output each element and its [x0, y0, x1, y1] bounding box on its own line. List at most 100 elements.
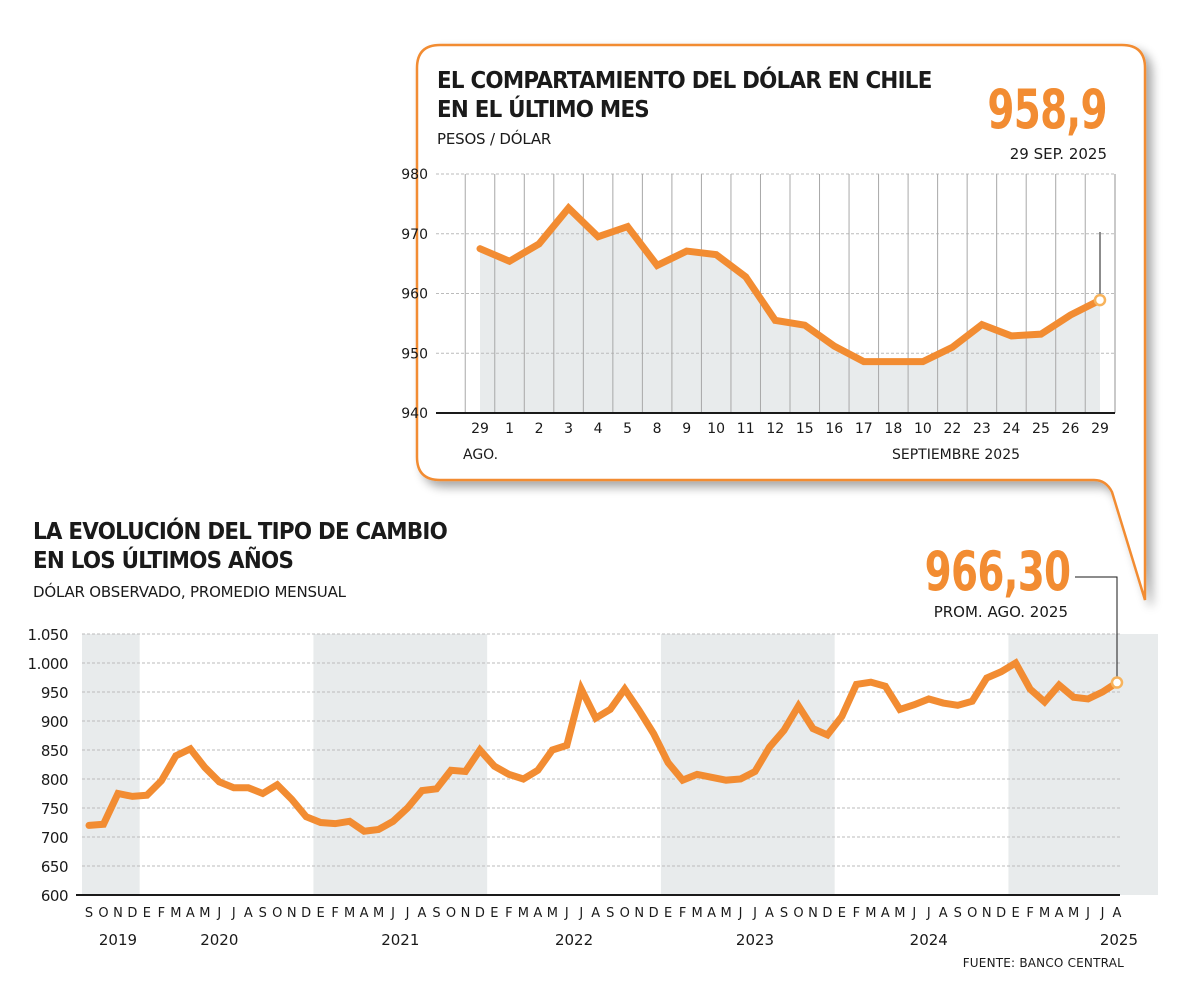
top-highlight-date: 29 SEP. 2025 [1009, 145, 1107, 163]
bottom-ytick-label: 600 [41, 887, 68, 905]
bottom-year-label: 2021 [381, 931, 419, 949]
bottom-month-label: E [838, 906, 846, 921]
bottom-month-label: D [822, 906, 832, 921]
top-xtick-label: 25 [1032, 421, 1050, 437]
top-chart-subtitle: PESOS / DÓLAR [437, 130, 552, 148]
bottom-year-label: 2022 [555, 931, 593, 949]
top-chart-title: EL COMPARTAMIENTO DEL DÓLAR EN CHILE EN … [437, 67, 932, 125]
top-xtick-label: 29 [471, 421, 489, 437]
bottom-month-label: E [143, 906, 151, 921]
bottom-month-label: N [634, 906, 644, 921]
top-xtick-label: 17 [855, 421, 873, 437]
bottom-chart-title-line2: EN LOS ÚLTIMOS AÑOS [33, 548, 294, 574]
bottom-month-label: E [664, 906, 672, 921]
bottom-month-label: M [720, 906, 731, 921]
bottom-month-label: O [272, 906, 282, 921]
bottom-month-label: O [446, 906, 456, 921]
bottom-month-label: A [707, 906, 716, 921]
source-note: FUENTE: BANCO CENTRAL [962, 956, 1124, 970]
bottom-month-label: F [853, 906, 860, 921]
bottom-series-line [85, 658, 1121, 835]
top-ytick-label: 940 [401, 406, 428, 422]
bottom-month-label: E [317, 906, 325, 921]
bottom-month-label: E [490, 906, 498, 921]
bottom-month-label: J [738, 906, 743, 921]
top-xtick-label: 12 [766, 421, 784, 437]
bottom-chart-title: LA EVOLUCIÓN DEL TIPO DE CAMBIO EN LOS Ú… [33, 518, 448, 576]
bottom-month-label: F [505, 906, 512, 921]
bottom-month-label: S [780, 906, 788, 921]
bottom-month-label: D [301, 906, 311, 921]
top-xtick-label: 10 [914, 421, 932, 437]
bottom-month-label: J [405, 906, 410, 921]
top-chart-title-line2: EN EL ÚLTIMO MES [437, 97, 650, 123]
bottom-month-label: M [518, 906, 529, 921]
bottom-month-label: F [331, 906, 338, 921]
bottom-month-label: N [461, 906, 471, 921]
bottom-month-label: D [649, 906, 659, 921]
bottom-ytick-label: 750 [41, 800, 68, 818]
bottom-month-label: J [231, 906, 236, 921]
top-xtick-label: 24 [1003, 421, 1021, 437]
top-xtick-label: 16 [825, 421, 843, 437]
bottom-month-label: N [808, 906, 818, 921]
bottom-highlight-value: 966,30 [924, 540, 1070, 603]
bottom-month-label: N [287, 906, 297, 921]
bottom-month-label: M [344, 906, 355, 921]
top-xtick-label: 8 [653, 421, 662, 437]
top-series-line [476, 202, 1104, 366]
bottom-month-label: A [765, 906, 774, 921]
bottom-month-label: F [679, 906, 686, 921]
bottom-ytick-label: 1.050 [28, 626, 68, 644]
top-last-point-marker [1093, 293, 1107, 307]
top-xtick-label: 22 [943, 421, 961, 437]
bottom-month-label: D [475, 906, 485, 921]
bottom-year-label: 2024 [910, 931, 948, 949]
top-xtick-label: 18 [884, 421, 902, 437]
bottom-month-label: J [216, 906, 221, 921]
bottom-month-label: F [158, 906, 165, 921]
bottom-year-band [313, 634, 488, 895]
bottom-year-band [1008, 634, 1158, 895]
bottom-ytick-label: 700 [41, 829, 68, 847]
bottom-chart-title-line1: LA EVOLUCIÓN DEL TIPO DE CAMBIO [33, 519, 448, 545]
top-ytick-label: 980 [401, 167, 428, 183]
top-highlight-value: 958,9 [987, 78, 1108, 141]
bottom-month-label: J [752, 906, 757, 921]
bottom-month-label: N [113, 906, 123, 921]
bottom-month-label: J [1100, 906, 1105, 921]
bottom-ytick-label: 950 [41, 684, 68, 702]
bottom-month-label: O [793, 906, 803, 921]
bottom-month-label: A [360, 906, 369, 921]
bottom-month-label: J [390, 906, 395, 921]
top-xtick-label: 10 [707, 421, 725, 437]
bottom-year-label: 2020 [200, 931, 238, 949]
bottom-highlight-label: PROM. AGO. 2025 [933, 603, 1068, 621]
bottom-month-label: M [894, 906, 905, 921]
bottom-ytick-label: 900 [41, 713, 68, 731]
bottom-month-label: M [1068, 906, 1079, 921]
top-xtick-label: 11 [737, 421, 755, 437]
bottom-month-label: M [1039, 906, 1050, 921]
bottom-month-label: A [881, 906, 890, 921]
bottom-month-label: A [939, 906, 948, 921]
bottom-month-label: D [127, 906, 137, 921]
top-xtick-label: 5 [623, 421, 632, 437]
bottom-month-label: M [692, 906, 703, 921]
bottom-month-label: S [432, 906, 440, 921]
top-ytick-label: 960 [401, 287, 428, 303]
top-xtick-label: 4 [594, 421, 603, 437]
top-ytick-label: 970 [401, 227, 428, 243]
bottom-month-label: S [85, 906, 93, 921]
bottom-month-label: S [259, 906, 267, 921]
bottom-month-label: M [547, 906, 558, 921]
bottom-ytick-label: 650 [41, 858, 68, 876]
bottom-annotation-leader [1075, 576, 1118, 683]
bottom-ytick-label: 850 [41, 742, 68, 760]
top-area-fill [480, 208, 1100, 413]
top-xtick-label: 29 [1091, 421, 1109, 437]
top-xlabel-left: AGO. [463, 447, 498, 463]
bottom-year-band [82, 634, 140, 895]
